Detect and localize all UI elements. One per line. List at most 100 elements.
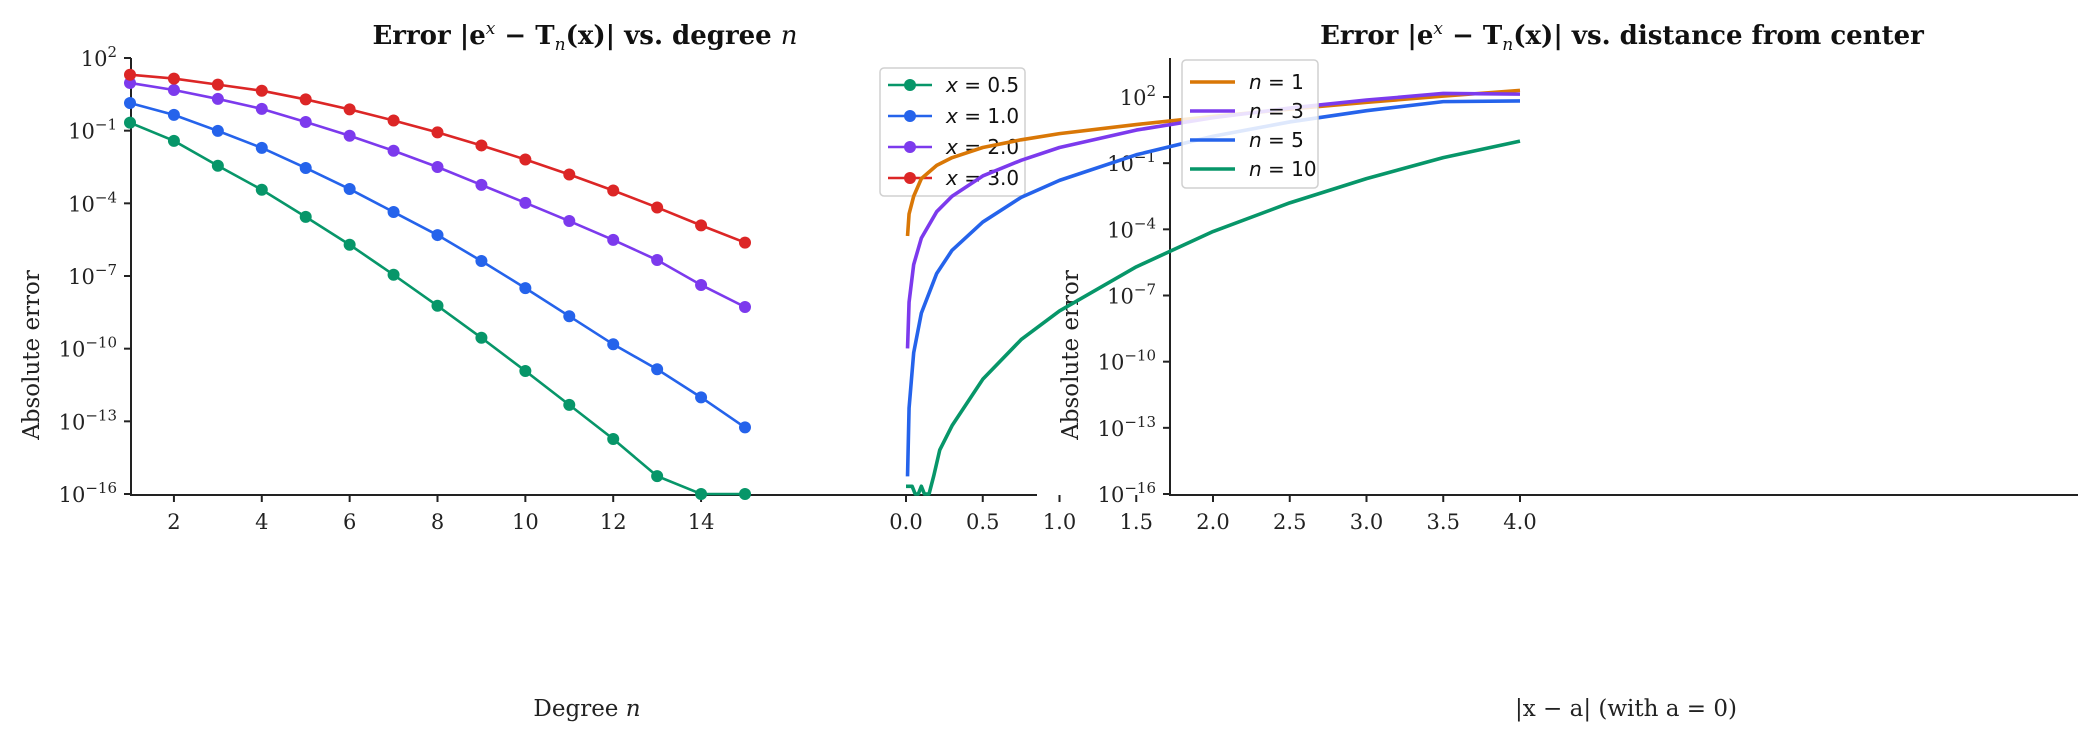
data-point — [343, 103, 356, 116]
data-point — [563, 215, 576, 228]
right-series-lines — [905, 88, 1521, 496]
series-line — [905, 99, 1521, 477]
data-point — [651, 363, 664, 376]
data-point — [167, 83, 180, 96]
data-point — [299, 115, 312, 128]
data-point — [255, 102, 268, 115]
x-tick-label: 4.0 — [1503, 510, 1536, 534]
x-tick-label: 3.5 — [1427, 510, 1460, 534]
right-x-axis-label: |x − a| (with a = 0) — [1515, 696, 1737, 722]
legend-label: x = 0.5 — [945, 73, 1019, 97]
left-x-ticks: 2 4 6 8 10 12 14 — [167, 495, 714, 534]
data-point — [387, 206, 400, 219]
x-tick-label: 1.0 — [1043, 510, 1076, 534]
left-x-axis-label: Degree n — [533, 696, 640, 722]
y-tick-label: 10−16 — [1098, 479, 1156, 507]
left-y-axis-label: Absolute error — [19, 270, 45, 441]
data-point — [343, 183, 356, 196]
legend-marker — [904, 141, 916, 153]
data-point — [255, 84, 268, 97]
right-y-axis-label: Absolute error — [1058, 270, 1084, 441]
y-tick-label: 10−4 — [1107, 214, 1156, 242]
y-tick-label: 10−10 — [59, 334, 117, 362]
data-point — [387, 114, 400, 127]
data-point — [607, 433, 620, 446]
y-tick-label: 10−13 — [1098, 413, 1156, 441]
data-point — [431, 229, 444, 242]
data-point — [167, 134, 180, 147]
data-point — [255, 141, 268, 154]
x-tick-label: 3.0 — [1350, 510, 1383, 534]
right-legend-box — [1181, 59, 1319, 189]
legend-marker — [904, 110, 916, 122]
data-point — [124, 97, 136, 110]
x-tick-label: 1.5 — [1120, 510, 1153, 534]
data-point — [607, 338, 620, 351]
data-point — [387, 144, 400, 157]
legend-label: n = 5 — [1249, 128, 1304, 152]
data-point — [211, 78, 224, 91]
series-line — [129, 81, 746, 309]
series-line — [906, 139, 1521, 496]
legend-label: n = 1 — [1249, 70, 1304, 94]
data-point — [431, 126, 444, 139]
right-chart: Error |ex − Tn(x)| vs. distance from cen… — [889, 19, 2078, 722]
y-tick-label: 10−1 — [68, 116, 117, 144]
y-tick-label: 10−10 — [1098, 347, 1156, 375]
data-point — [695, 278, 708, 291]
series-line — [129, 101, 746, 429]
data-point — [695, 488, 708, 500]
series-line — [905, 91, 1521, 349]
x-tick-label: 6 — [343, 510, 356, 534]
x-tick-label: 8 — [431, 510, 444, 534]
x-tick-label: 0.0 — [889, 510, 922, 534]
x-tick-label: 10 — [512, 510, 539, 534]
data-point — [475, 139, 488, 152]
data-point — [343, 129, 356, 142]
left-chart: Error |ex − Tn(x)| vs. degree n 10 2 10−1 1… — [19, 19, 1037, 722]
series-line — [905, 88, 1521, 237]
legend-marker — [904, 79, 916, 91]
data-point — [299, 161, 312, 174]
y-tick-label: 10−7 — [1107, 281, 1156, 309]
x-tick-label: 2 — [167, 510, 180, 534]
data-point — [211, 92, 224, 105]
y-tick-label: 10−4 — [68, 188, 117, 216]
data-point — [739, 488, 751, 500]
right-legend: n = 1 n = 3 n = 5 n = 10 — [1181, 59, 1319, 189]
data-point — [519, 364, 532, 377]
data-point — [255, 183, 268, 196]
data-point — [167, 108, 180, 121]
data-point — [519, 282, 532, 295]
data-point — [563, 310, 576, 323]
data-point — [695, 219, 708, 232]
right-x-ticks: 0.0 0.5 1.0 1.5 2.0 2.5 3.0 3.5 4.0 — [889, 495, 1537, 534]
data-point — [475, 178, 488, 191]
data-point — [563, 398, 576, 411]
data-point — [607, 184, 620, 197]
x-tick-label: 2.0 — [1196, 510, 1229, 534]
data-point — [124, 76, 136, 89]
data-point — [124, 68, 136, 81]
y-tick-label: 10−16 — [59, 479, 117, 507]
legend-label: x = 1.0 — [945, 104, 1019, 128]
left-series-lines — [124, 68, 751, 500]
data-point — [431, 299, 444, 312]
data-point — [695, 391, 708, 404]
x-tick-label: 2.5 — [1273, 510, 1306, 534]
data-point — [475, 331, 488, 344]
data-point — [299, 210, 312, 223]
data-point — [475, 254, 488, 267]
data-point — [211, 124, 224, 137]
data-point — [651, 470, 664, 483]
data-point — [387, 268, 400, 281]
y-tick-label: 10−7 — [68, 261, 117, 289]
x-tick-label: 12 — [600, 510, 627, 534]
legend-marker — [904, 172, 916, 184]
x-tick-label: 0.5 — [966, 510, 999, 534]
data-point — [739, 421, 751, 434]
data-point — [167, 72, 180, 85]
left-chart-title: Error |ex − Tn(x)| vs. degree n — [372, 19, 797, 55]
